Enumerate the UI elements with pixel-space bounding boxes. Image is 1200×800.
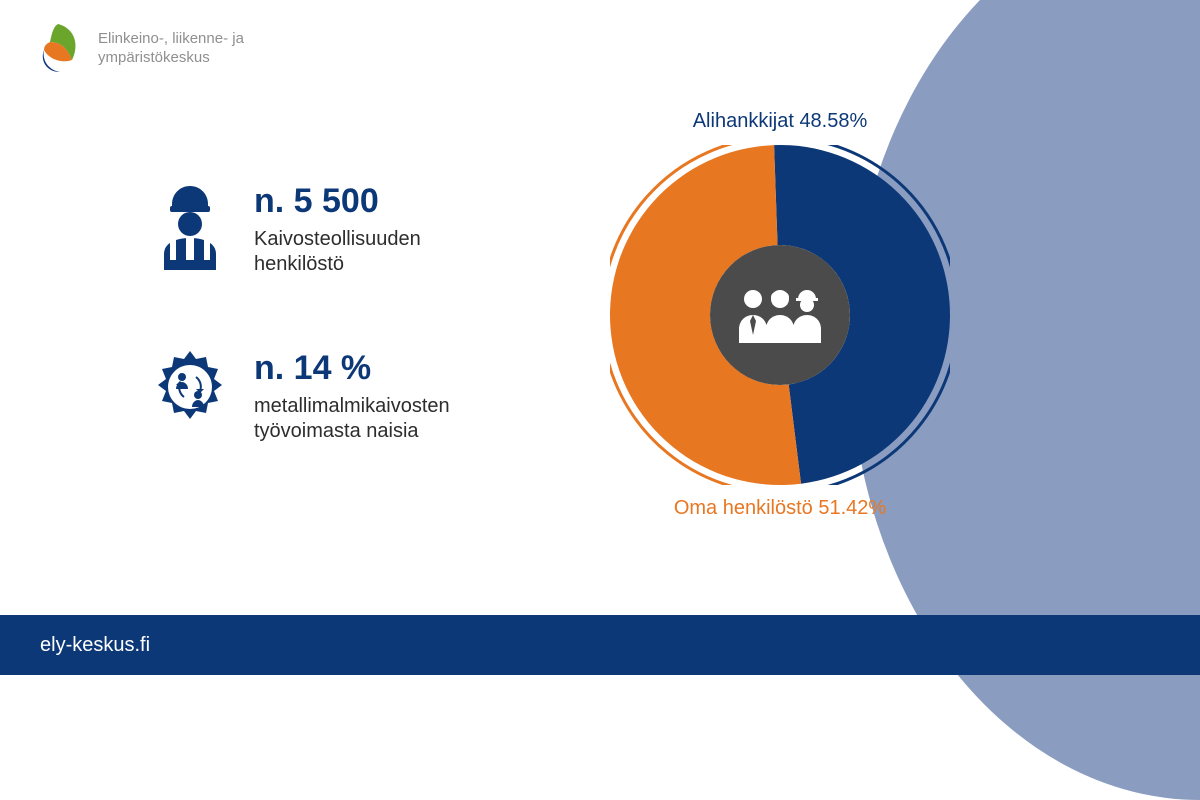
chart-caption-top: Alihankkijat 48.58% [580, 110, 980, 133]
stat-value: n. 5 500 [254, 182, 510, 221]
org-logo: Elinkeino-, liikenne- ja ympäristökeskus [30, 20, 244, 76]
gear-people-icon [150, 347, 230, 432]
donut-outer [610, 145, 950, 485]
org-logo-text: Elinkeino-, liikenne- ja ympäristökeskus [98, 29, 244, 68]
stat-item: n. 5 500 Kaivosteollisuuden henkilöstö [150, 180, 510, 277]
stat-label: Kaivosteollisuuden henkilöstö [254, 227, 510, 277]
donut-center [710, 245, 850, 385]
footer-url: ely-keskus.fi [40, 634, 150, 657]
donut-chart: Alihankkijat 48.58% [580, 110, 980, 520]
stat-label: metallimalmikaivosten työvoimasta naisia [254, 394, 510, 444]
leaf-logo-icon [30, 20, 86, 76]
logo-line1: Elinkeino-, liikenne- ja [98, 29, 244, 49]
stat-item: n. 14 % metallimalmikaivosten työvoimast… [150, 347, 510, 444]
people-trio-icon [735, 285, 825, 345]
stats-block: n. 5 500 Kaivosteollisuuden henkilöstö [150, 180, 510, 514]
stat-value: n. 14 % [254, 349, 510, 388]
footer-bar: ely-keskus.fi [0, 615, 1200, 675]
worker-icon [150, 180, 230, 275]
chart-caption-bottom: Oma henkilöstö 51.42% [580, 497, 980, 520]
logo-line2: ympäristökeskus [98, 48, 244, 68]
